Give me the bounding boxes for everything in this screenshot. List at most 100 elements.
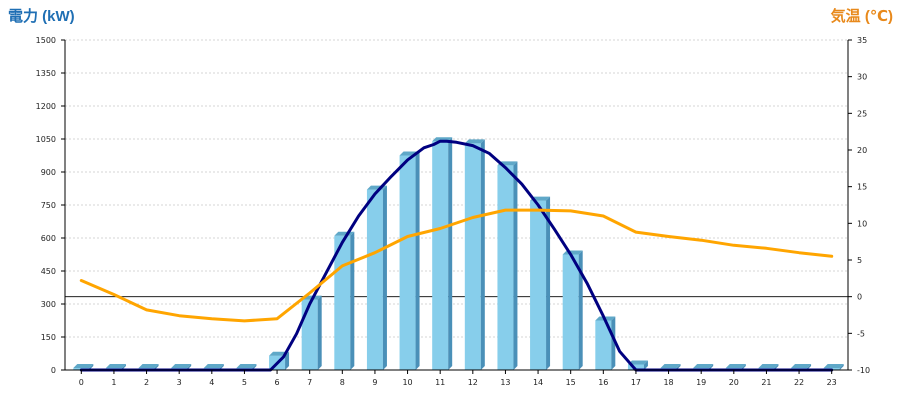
x-tick-label: 1 [111,378,116,387]
right-tick-label: -5 [857,329,865,338]
bar-side [643,360,648,370]
bar [627,360,648,370]
right-tick-label: 35 [857,36,867,45]
tick-labels: 01503004506007509001050120013501500-10-5… [36,36,870,387]
left-tick-label: 1200 [36,102,56,111]
x-tick-label: 3 [177,378,182,387]
bar-top [791,364,812,368]
bar-side [480,139,485,370]
x-tick-label: 2 [144,378,149,387]
x-tick-label: 20 [729,378,739,387]
bar-top [464,139,485,144]
series-lines [79,139,834,372]
right-tick-label: -10 [857,366,870,375]
bar [366,185,387,370]
bar [595,316,616,370]
left-tick-label: 1500 [36,36,56,45]
right-tick-label: 25 [857,109,867,118]
bar-front [366,189,383,370]
bar-top [725,364,746,368]
bar-front [627,364,644,370]
x-tick-label: 8 [340,378,345,387]
x-tick-label: 5 [242,378,247,387]
x-tick-label: 7 [307,378,312,387]
left-tick-label: 300 [41,300,56,309]
left-tick-label: 750 [41,201,56,210]
right-tick-label: 15 [857,183,867,192]
bar-side [546,196,551,370]
left-tick-label: 600 [41,234,56,243]
right-tick-label: 0 [857,293,862,302]
right-tick-label: 10 [857,219,867,228]
x-tick-label: 9 [372,378,377,387]
bar-front [595,320,612,370]
x-tick-label: 19 [696,378,706,387]
x-tick-label: 15 [566,378,576,387]
bar-side [415,151,420,370]
left-tick-label: 150 [41,333,56,342]
bar-top [171,364,192,368]
bar-side [448,137,453,370]
x-tick-label: 22 [794,378,804,387]
bar [432,137,453,370]
bar-front [464,143,481,370]
bar [399,151,420,370]
bar-top [693,364,714,368]
axes [61,39,852,374]
right-axis-title: 気温 (℃) [831,7,893,25]
x-tick-label: 21 [761,378,771,387]
left-tick-label: 1050 [36,135,56,144]
bar [301,295,322,370]
bar-side [285,351,290,370]
grid-lines [65,39,848,338]
bar-front [432,141,449,370]
bar-side [611,316,616,370]
bar-front [497,165,514,370]
power-bars [73,137,844,370]
x-tick-label: 17 [631,378,641,387]
left-tick-label: 900 [41,168,56,177]
power-curve-line [79,139,834,372]
bar-side [350,231,355,370]
bar [497,161,518,370]
left-axis-title: 電力 (kW) [8,7,75,25]
bar-top [660,364,681,368]
x-tick-label: 4 [209,378,214,387]
bar-top [105,364,126,368]
bar-top [138,364,159,368]
right-tick-label: 20 [857,146,867,155]
x-tick-label: 0 [79,378,84,387]
x-tick-label: 14 [533,378,543,387]
x-tick-label: 6 [275,378,280,387]
x-tick-label: 16 [598,378,608,387]
right-tick-label: 30 [857,73,867,82]
bar-top [823,364,844,368]
bar-side [578,250,583,370]
right-tick-label: 5 [857,256,862,265]
x-tick-label: 13 [500,378,510,387]
x-tick-label: 12 [468,378,478,387]
bar-front [301,299,318,370]
bar-top [203,364,224,368]
bar-top [236,364,257,368]
bar-top [758,364,779,368]
left-tick-label: 0 [51,366,56,375]
bar-top [627,360,648,365]
bar-side [382,185,387,370]
temperature-line [79,208,834,323]
bar [464,139,485,370]
bar-front [562,254,579,370]
x-tick-label: 18 [663,378,673,387]
left-tick-label: 450 [41,267,56,276]
x-tick-label: 10 [402,378,412,387]
bar-side [839,364,844,370]
bar-side [513,161,518,370]
x-tick-label: 11 [435,378,445,387]
left-tick-label: 1350 [36,69,56,78]
bar-top [73,364,94,368]
bar-front [530,200,547,370]
bar-side [317,295,322,370]
x-tick-label: 23 [827,378,837,387]
bar-front [399,155,416,370]
